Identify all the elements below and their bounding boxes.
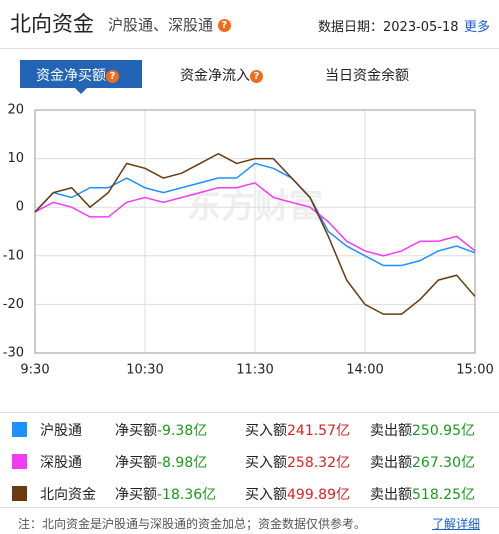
legend-swatch [12, 422, 27, 437]
cell-label: 卖出额 [370, 455, 412, 471]
y-tick-label: -20 [3, 297, 24, 312]
legend-label: 沪股通 [40, 423, 82, 439]
tab-pointer [75, 88, 87, 94]
cell-value: 518.25亿 [412, 487, 475, 503]
subtitle-text: 沪股通、深股通 [108, 16, 214, 34]
tab[interactable]: 资金净买额? [36, 65, 119, 85]
cell-label: 买入额 [245, 487, 287, 503]
cell-label: 买入额 [245, 423, 287, 439]
tab-label: 资金净流入 [180, 68, 250, 84]
y-tick-label: 10 [7, 151, 24, 166]
table-cell: 买入额499.89亿 [245, 484, 350, 504]
table-cell: 净买额-9.38亿 [115, 420, 207, 440]
footnote: 注：北向资金是沪股通与深股通的资金加总；资金数据仅供参考。 [18, 517, 367, 531]
divider [0, 507, 499, 508]
cell-value: 241.57亿 [287, 423, 350, 439]
y-tick-label: -30 [3, 346, 24, 361]
table-cell: 净买额-18.36亿 [115, 484, 216, 504]
table-cell: 卖出额518.25亿 [370, 484, 475, 504]
cell-value: -9.38亿 [157, 423, 208, 439]
date: 数据日期：2023-05-18 [318, 20, 459, 35]
cell-label: 净买额 [115, 455, 157, 471]
cell-value: 250.95亿 [412, 423, 475, 439]
help-icon[interactable]: ? [106, 69, 119, 83]
cell-label: 卖出额 [370, 423, 412, 439]
cell-value: -18.36亿 [157, 487, 217, 503]
subtitle: 沪股通、深股通 ? [108, 14, 231, 35]
y-tick-label: 0 [16, 200, 24, 215]
legend-swatch [12, 454, 27, 469]
x-tick-label: 15:00 [456, 363, 493, 378]
x-tick-label: 11:30 [236, 363, 273, 378]
y-tick-label: 20 [7, 103, 24, 118]
divider [0, 48, 499, 49]
legend-label: 北向资金 [40, 487, 96, 503]
tab[interactable]: 资金净流入? [180, 65, 263, 85]
cell-value: -8.98亿 [157, 455, 208, 471]
tab-active-bg [20, 60, 142, 88]
divider [0, 412, 499, 413]
x-tick-label: 9:30 [20, 363, 49, 378]
cell-value: 258.32亿 [287, 455, 350, 471]
cell-value: 499.89亿 [287, 487, 350, 503]
more-link[interactable]: 更多 [464, 20, 491, 35]
tab-label: 资金净买额 [36, 68, 106, 84]
footnote-link[interactable]: 了解详细 [432, 517, 481, 531]
y-tick-label: -10 [3, 248, 24, 263]
x-tick-label: 10:30 [126, 363, 163, 378]
table-cell: 卖出额250.95亿 [370, 420, 475, 440]
table-cell: 净买额-8.98亿 [115, 452, 207, 472]
help-icon[interactable]: ? [250, 69, 263, 83]
series-line [34, 182, 476, 257]
title: 北向资金 [10, 12, 94, 36]
tab[interactable]: 当日资金余额 [325, 68, 409, 84]
cell-label: 净买额 [115, 487, 157, 503]
table-cell: 买入额241.57亿 [245, 420, 350, 440]
table-cell: 买入额258.32亿 [245, 452, 350, 472]
legend-label: 深股通 [40, 455, 82, 471]
x-tick-label: 14:00 [346, 363, 383, 378]
table-cell: 卖出额267.30亿 [370, 452, 475, 472]
cell-label: 净买额 [115, 423, 157, 439]
cell-value: 267.30亿 [412, 455, 475, 471]
cell-label: 买入额 [245, 455, 287, 471]
series-line [34, 152, 476, 315]
series-line [34, 162, 476, 267]
plot-frame [34, 109, 476, 354]
help-icon[interactable]: ? [217, 19, 231, 32]
legend-swatch [12, 486, 27, 501]
cell-label: 卖出额 [370, 487, 412, 503]
